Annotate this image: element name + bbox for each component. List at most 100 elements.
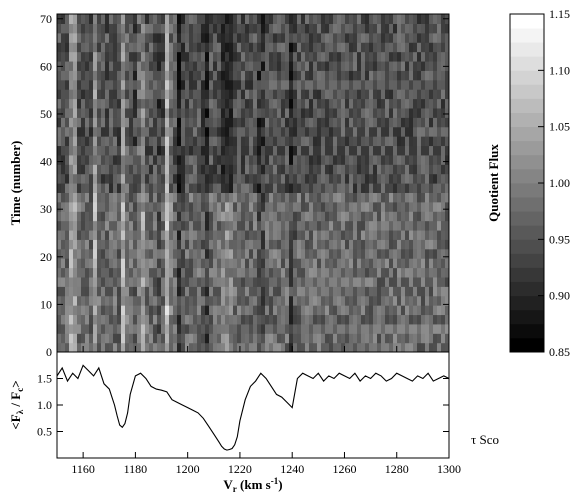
heatmap-cell [81, 136, 86, 147]
heatmap-cell [253, 117, 258, 128]
heatmap-cell [261, 42, 266, 53]
heatmap-cell [225, 42, 230, 53]
heatmap-cell [305, 136, 310, 147]
heatmap-cell [241, 258, 246, 269]
heatmap-cell [369, 220, 374, 231]
heatmap-cell [441, 286, 446, 297]
heatmap-cell [353, 164, 358, 175]
heatmap-cell [289, 79, 294, 90]
heatmap-cell [57, 173, 62, 184]
heatmap-cell [77, 173, 82, 184]
heatmap-cell [177, 239, 182, 250]
heatmap-cell [445, 173, 449, 184]
heatmap-cell [393, 276, 398, 287]
heatmap-cell [337, 14, 342, 24]
heatmap-cell [97, 286, 102, 297]
heatmap-cell [305, 201, 310, 212]
heatmap-cell [153, 258, 158, 269]
heatmap-cell [257, 23, 262, 34]
heatmap-cell [417, 42, 422, 53]
heatmap-cell [89, 258, 94, 269]
heatmap-cell [125, 14, 130, 24]
heatmap-cell [333, 164, 338, 175]
heatmap-cell [337, 183, 342, 193]
heatmap-cell [421, 32, 426, 43]
heatmap-cell [421, 126, 426, 137]
heatmap-cell [445, 70, 449, 81]
heatmap-cell [281, 14, 286, 24]
colorbar-band [510, 295, 544, 311]
heatmap-cell [381, 107, 386, 118]
heatmap-cell [289, 258, 294, 269]
heatmap-cell [65, 126, 70, 137]
heatmap-cell [141, 342, 146, 352]
heatmap-cell [257, 70, 262, 81]
heatmap-cell [177, 183, 182, 193]
heatmap-cell [397, 98, 402, 109]
heatmap-cell [77, 201, 82, 212]
heatmap-cell [253, 286, 258, 297]
heatmap-cell [385, 323, 390, 334]
heatmap-cell [165, 229, 170, 240]
heatmap-cell [217, 51, 222, 62]
heatmap-cell [149, 286, 154, 297]
heatmap-cell [345, 211, 350, 222]
heatmap-cell [205, 229, 210, 240]
heatmap-cell [257, 323, 262, 334]
heatmap-cell [237, 51, 242, 62]
heatmap-cell [209, 126, 214, 137]
heatmap-cell [125, 276, 130, 287]
heatmap-cell [341, 145, 346, 156]
heatmap-cell [157, 342, 162, 352]
heatmap-cell [237, 107, 242, 118]
heatmap-cell [433, 314, 438, 325]
heatmap-cell [197, 32, 202, 43]
heatmap-cell [141, 173, 146, 184]
heatmap-cell [377, 295, 382, 306]
heatmap-cell [217, 117, 222, 128]
heatmap-cell [61, 32, 66, 43]
heatmap-cell [341, 323, 346, 334]
heatmap-cell [397, 248, 402, 259]
heatmap-cell [385, 14, 390, 24]
heatmap-cell [417, 276, 422, 287]
heatmap-cell [353, 314, 358, 325]
heatmap-cell [329, 79, 334, 90]
heatmap-cell [397, 220, 402, 231]
heatmap-cell [317, 60, 322, 71]
heatmap-cell [401, 248, 406, 259]
heatmap-cell [129, 323, 134, 334]
heatmap-cell [61, 229, 66, 240]
heatmap-cell [365, 239, 370, 250]
heatmap-cell [257, 295, 262, 306]
heatmap-cell [217, 183, 222, 193]
heatmap-cell [181, 145, 186, 156]
heatmap-cell [129, 154, 134, 165]
heatmap-cell [309, 267, 314, 278]
heatmap-cell [221, 42, 226, 53]
heatmap-cell [365, 323, 370, 334]
heatmap-cell [281, 164, 286, 175]
heatmap-cell [385, 220, 390, 231]
heatmap-cell [61, 239, 66, 250]
heatmap-cell [401, 305, 406, 316]
spec-ylabel-sub2: c [15, 388, 25, 392]
heatmap-cell [201, 286, 206, 297]
heatmap-cell [61, 286, 66, 297]
heatmap-cell [425, 342, 430, 352]
heatmap-cell [433, 267, 438, 278]
heatmap-cell [169, 107, 174, 118]
heatmap-cell [153, 23, 158, 34]
heatmap-cell [141, 276, 146, 287]
heatmap-cell [437, 126, 442, 137]
heatmap-cell [133, 201, 138, 212]
heatmap-cell [369, 51, 374, 62]
heatmap-cell [237, 229, 242, 240]
heatmap-cell [289, 14, 294, 24]
heatmap-cell [445, 342, 449, 352]
heatmap-cell [333, 42, 338, 53]
heatmap-cell [321, 342, 326, 352]
heatmap-cell [377, 286, 382, 297]
heatmap-cell [301, 107, 306, 118]
heatmap-cell [81, 164, 86, 175]
